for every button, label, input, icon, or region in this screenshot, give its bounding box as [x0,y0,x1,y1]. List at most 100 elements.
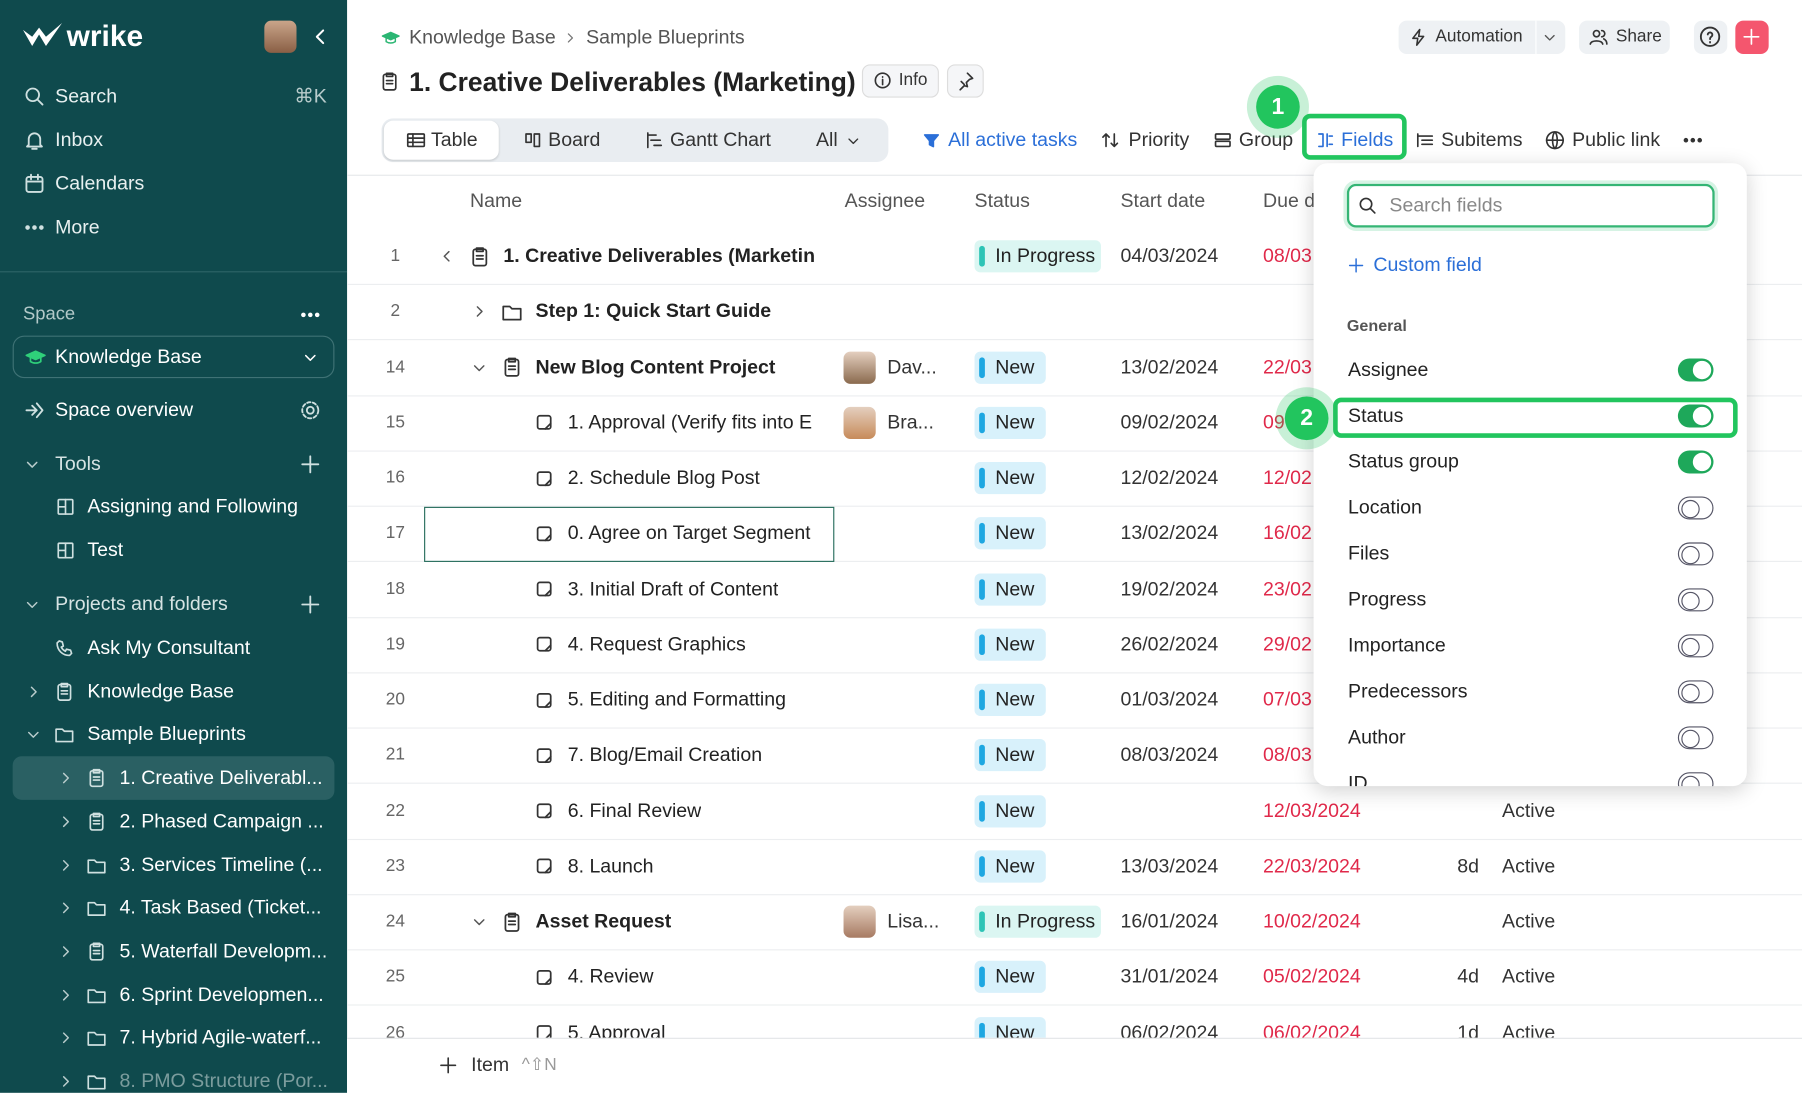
start-date: 08/03/2024 [1120,743,1219,766]
automation-label: Automation [1435,26,1523,46]
icon [56,1072,74,1090]
task-name[interactable]: 4. Request Graphics [567,632,746,655]
status-bar [979,689,985,711]
task-name[interactable]: 0. Agree on Target Segment [567,522,811,544]
project-item[interactable]: Ask My Consultant [87,636,251,659]
icon [24,682,42,700]
space-overview[interactable]: Space overview [55,398,194,421]
breadcrumb[interactable]: Sample Blueprints [586,26,745,49]
pin-button[interactable] [946,64,984,98]
icon [562,30,578,46]
add-item[interactable]: Item [471,1053,510,1076]
project-item[interactable]: 1. Creative Deliverabl... [119,766,323,789]
toggle[interactable] [1677,496,1714,520]
project-item[interactable]: 7. Hybrid Agile-waterf... [119,1026,322,1049]
icon [501,356,523,378]
tool-item[interactable]: Test [87,538,124,561]
view-tab[interactable]: All [815,128,838,151]
row-line [347,949,1802,951]
task-name[interactable]: 8. Launch [567,854,654,877]
project-item[interactable]: 3. Services Timeline (... [119,853,323,876]
start-date: 06/02/2024 [1120,1021,1219,1043]
due-date: 08/03 [1263,244,1312,267]
nav-item[interactable]: More [55,216,100,238]
project-item[interactable]: Knowledge Base [87,679,234,702]
toggle[interactable] [1677,726,1714,750]
project-item[interactable]: Sample Blueprints [87,723,246,746]
icon [54,681,75,702]
task-name[interactable]: 6. Final Review [567,799,702,822]
task-name[interactable]: 1. Creative Deliverables (Marketin [503,244,816,267]
project-item[interactable]: 8. PMO Structure (Por... [119,1069,328,1092]
search-input[interactable] [1346,183,1715,228]
row-number: 1 [390,245,401,266]
shortcut: ^⇧N [521,1054,557,1075]
toggle[interactable] [1677,588,1714,612]
column-header: Name [470,189,523,212]
row-line [347,727,1802,729]
icon [23,455,41,473]
create-button[interactable] [1735,20,1769,55]
toggle[interactable] [1677,542,1714,566]
task-name[interactable]: New Blog Content Project [535,355,776,378]
breadcrumb[interactable]: Knowledge Base [409,26,556,49]
row-line [347,450,1802,452]
space-select[interactable] [12,335,335,379]
view-tab[interactable]: Table [430,128,478,151]
public-link[interactable]: Public link [1572,128,1661,151]
start-date: 26/02/2024 [1120,632,1219,655]
due-date: 22/03 [1263,355,1312,378]
task-name[interactable]: 1. Approval (Verify fits into E [567,411,813,433]
task-name[interactable]: Asset Request [535,910,672,933]
toggle[interactable] [1677,404,1714,428]
project-item[interactable]: 4. Task Based (Ticket... [119,896,322,919]
nav-item[interactable]: Inbox [55,128,103,151]
priority[interactable]: Priority [1128,128,1190,151]
icon [56,986,74,1004]
automation-button[interactable] [1398,20,1566,55]
toggle[interactable] [1677,634,1714,658]
toggle[interactable] [1677,358,1714,382]
column-header: Due d [1263,189,1316,212]
task-name[interactable]: 5. Editing and Formatting [567,688,787,711]
fields[interactable]: Fields [1341,128,1394,151]
info-button[interactable] [861,64,939,98]
nav-item[interactable]: Calendars [55,172,145,195]
project-item[interactable]: 2. Phased Campaign ... [119,809,324,832]
icon [438,247,456,265]
table-top-border [347,174,1802,176]
icon [86,1071,107,1092]
task-name[interactable]: Step 1: Quick Start Guide [535,300,772,323]
subitems[interactable]: Subitems [1441,128,1523,151]
task-name[interactable]: 4. Review [567,965,654,988]
icon [299,399,322,422]
toggle[interactable] [1677,772,1714,787]
nav-item[interactable]: Search [55,85,118,107]
tool-item[interactable]: Assigning and Following [87,495,299,518]
section-label: General [1346,316,1407,335]
icon [56,942,74,960]
logo-mark [21,21,65,51]
icon [470,303,488,321]
start-date: 13/02/2024 [1120,355,1219,378]
project-item[interactable]: 5. Waterfall Developm... [119,939,328,962]
view-tab[interactable]: Board [548,128,601,151]
icon [23,172,46,195]
task-name[interactable]: 7. Blog/Email Creation [567,743,763,766]
state: Active [1502,910,1556,933]
toggle[interactable] [1677,450,1714,474]
share-button[interactable] [1579,20,1670,55]
status-bar [979,467,985,489]
icon [23,85,46,108]
task-name[interactable]: 5. Approval [567,1021,666,1043]
view-tab[interactable]: Gantt Chart [670,128,771,151]
custom-field[interactable]: Custom field [1373,253,1482,276]
task-name[interactable]: 2. Schedule Blog Post [567,466,760,489]
project-item[interactable]: 6. Sprint Developmen... [119,983,324,1006]
group[interactable]: Group [1238,128,1294,151]
task-name[interactable]: 3. Initial Draft of Content [567,577,779,600]
toggle[interactable] [1677,680,1714,704]
icon [24,726,42,744]
icon [379,71,400,92]
filter[interactable]: All active tasks [948,128,1078,151]
